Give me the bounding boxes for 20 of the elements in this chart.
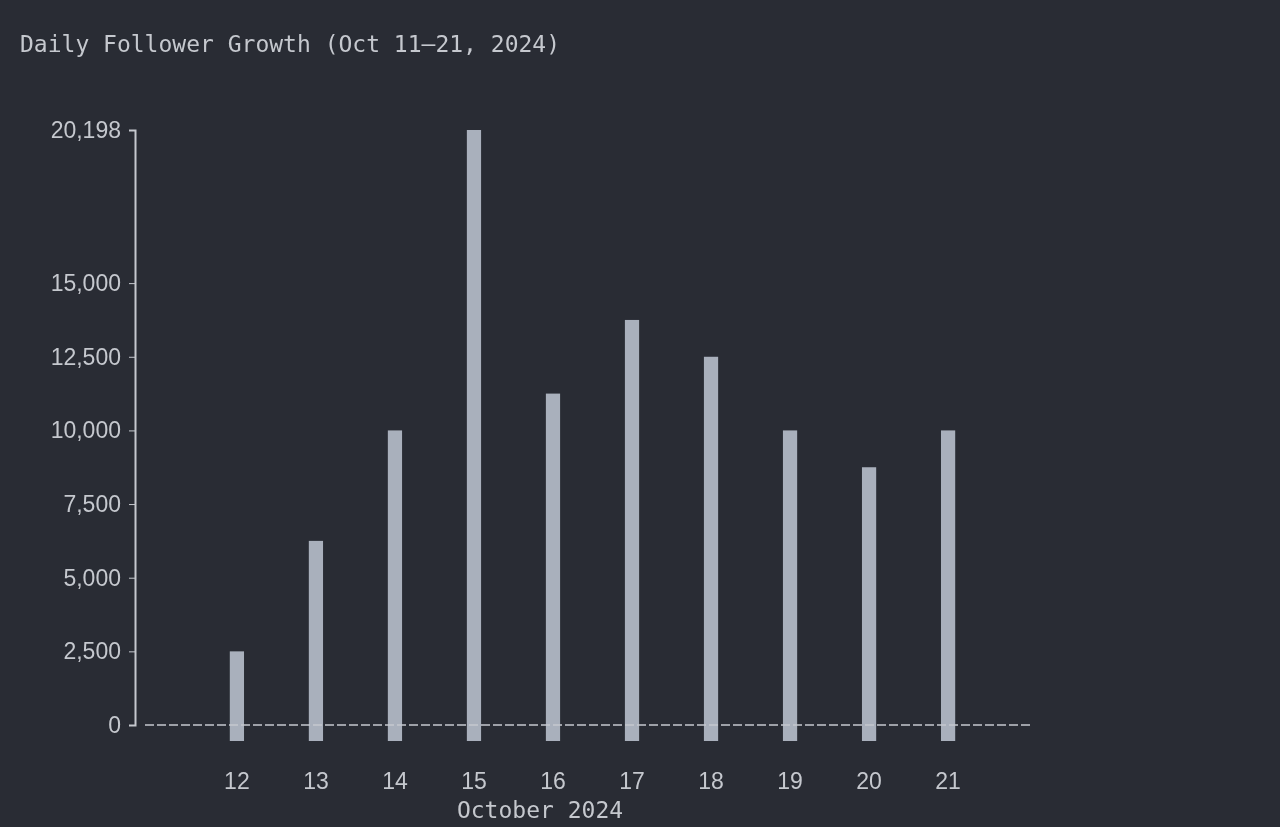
x-tick-label: 19 [777,768,803,795]
y-tick-label: 20,198 [50,116,121,143]
x-tick-label: 12 [224,768,250,795]
x-tick-label: 20 [856,768,882,795]
y-tick-label: 2,500 [63,638,121,665]
x-axis-title: October 2024 [456,797,624,823]
x-tick-label: 17 [619,768,645,795]
x-tick-label: 13 [303,768,329,795]
x-tick-label: 18 [698,768,724,795]
chart-title: Daily Follower Growth (Oct 11–21, 2024) [20,31,561,57]
y-tick-label: 12,500 [50,343,121,370]
x-tick-label: 15 [461,768,487,795]
y-tick-label: 7,500 [63,490,121,517]
x-tick-label: 16 [540,768,566,795]
x-tick-label: 21 [935,768,961,795]
x-tick-label: 14 [382,768,408,795]
y-tick-label: 10,000 [50,417,121,444]
y-tick-label: 15,000 [50,269,121,296]
y-tick-label: 5,000 [63,564,121,591]
y-tick-label: 0 [108,711,121,738]
